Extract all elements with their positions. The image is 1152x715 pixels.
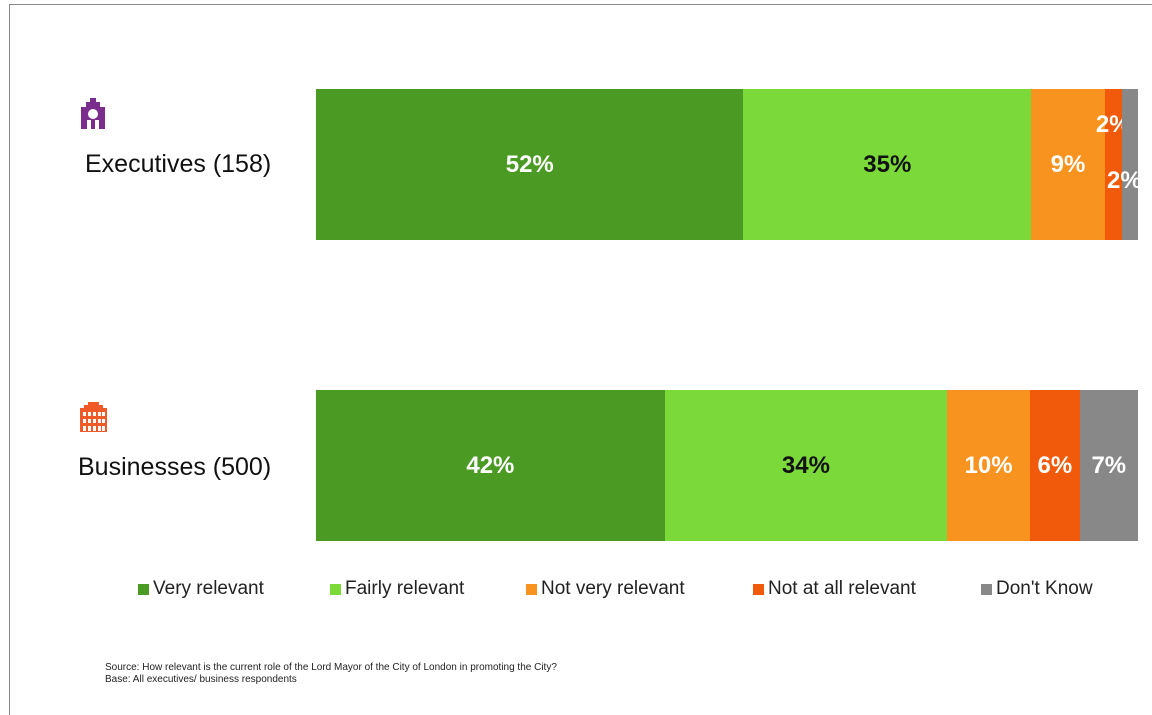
stacked-bar-businesses: 42% 34% 10% 6% 7% <box>316 390 1138 541</box>
data-label: 6% <box>1037 451 1073 479</box>
data-label: 9% <box>1050 150 1086 178</box>
bar-segment-fairly-relevant <box>664 390 948 541</box>
legend-label: Not very relevant <box>541 578 685 599</box>
source-line: Source: How relevant is the current role… <box>105 662 557 673</box>
legend-label: Fairly relevant <box>345 578 465 599</box>
legend-swatch <box>138 583 149 595</box>
executive-icon <box>80 97 106 129</box>
legend-swatch <box>330 583 341 595</box>
legend-label: Don't Know <box>996 578 1093 599</box>
legend-item-very-relevant: Very relevant <box>138 578 264 600</box>
bar-segment-not-at-all-relevant <box>1030 390 1080 541</box>
bar-segment-very-relevant <box>316 390 665 541</box>
bar-segment-not-very-relevant <box>1031 89 1106 240</box>
source-note: Source: How relevant is the current role… <box>105 662 557 686</box>
base-line: Base: All executives/ business responden… <box>105 674 297 685</box>
bar-segment-fairly-relevant <box>743 89 1032 240</box>
chart-frame <box>9 4 1152 715</box>
data-label: 10% <box>964 451 1013 479</box>
data-label: 2% <box>1107 167 1142 194</box>
data-label: 42% <box>466 451 515 479</box>
legend-swatch <box>981 583 992 595</box>
legend-swatch <box>753 583 764 595</box>
bar-segment-not-very-relevant <box>947 390 1031 541</box>
data-label: 35% <box>863 150 912 178</box>
legend-item-fairly-relevant: Fairly relevant <box>330 578 464 600</box>
legend-label: Not at all relevant <box>768 578 916 599</box>
legend-item-dont-know: Don't Know <box>981 578 1093 600</box>
legend: Very relevant Fairly relevant Not very r… <box>138 578 1138 604</box>
legend-item-not-at-all-relevant: Not at all relevant <box>753 578 916 600</box>
data-label: 7% <box>1091 451 1127 479</box>
bar-segment-not-at-all-relevant <box>1105 89 1122 240</box>
bar-segment-very-relevant <box>316 89 744 240</box>
data-label: 52% <box>505 150 554 178</box>
legend-swatch <box>526 583 537 595</box>
bar-segment-don-t-know <box>1079 390 1138 541</box>
business-building-icon <box>80 402 107 432</box>
data-label: 34% <box>781 451 830 479</box>
row-label-executives: Executives (158) <box>85 150 272 178</box>
stacked-bar-executives: 52% 35% 9% 2% 2% <box>316 89 1142 240</box>
legend-item-not-very-relevant: Not very relevant <box>526 578 685 600</box>
bar-segment-don-t-know <box>1121 89 1138 240</box>
legend-label: Very relevant <box>153 578 264 599</box>
row-label-businesses: Businesses (500) <box>78 453 272 481</box>
